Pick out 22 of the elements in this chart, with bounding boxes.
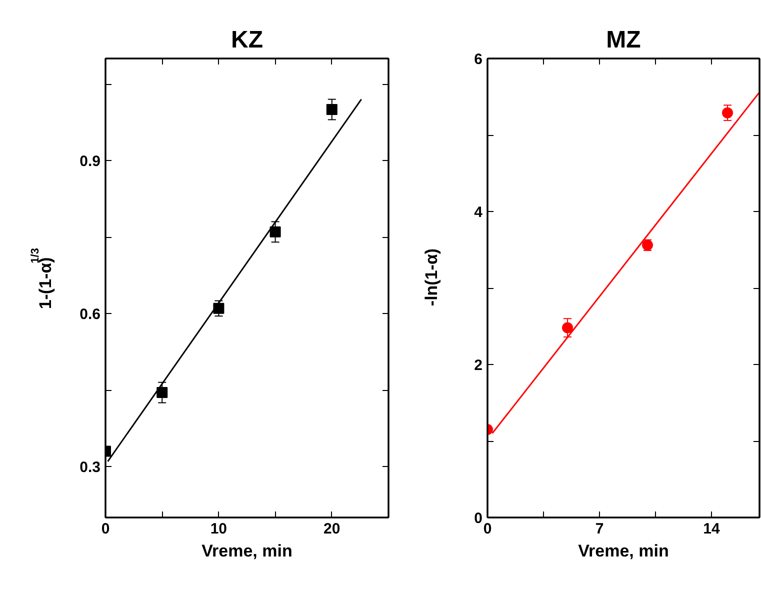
point — [156, 387, 168, 398]
chart-title: KZ — [231, 26, 264, 54]
y-tick-label: 6 — [474, 51, 482, 68]
y-axis-title: 1-(1-α)1/3 — [30, 248, 55, 310]
x-tick-label: 20 — [324, 520, 340, 538]
point — [326, 104, 338, 115]
x-axis-title: Vreme, min — [578, 542, 669, 560]
y-tick-label: 0.6 — [80, 306, 101, 323]
chart-title: MZ — [606, 26, 641, 54]
y-axis-title: -ln(1-α) — [422, 248, 441, 306]
point — [722, 107, 733, 118]
y-tick-label: 0.3 — [80, 459, 101, 476]
x-tick-label: 7 — [595, 520, 604, 538]
y-tick-label: 0 — [474, 510, 482, 527]
x-tick-label: 14 — [703, 520, 720, 538]
y-tick-label: 0.9 — [80, 153, 101, 170]
x-tick-label: 10 — [210, 520, 228, 538]
y-tick-label: 2 — [474, 357, 482, 374]
point — [270, 226, 281, 238]
x-axis-title: Vreme, min — [202, 542, 292, 560]
point — [562, 322, 573, 334]
y-tick-label: 4 — [474, 204, 484, 221]
